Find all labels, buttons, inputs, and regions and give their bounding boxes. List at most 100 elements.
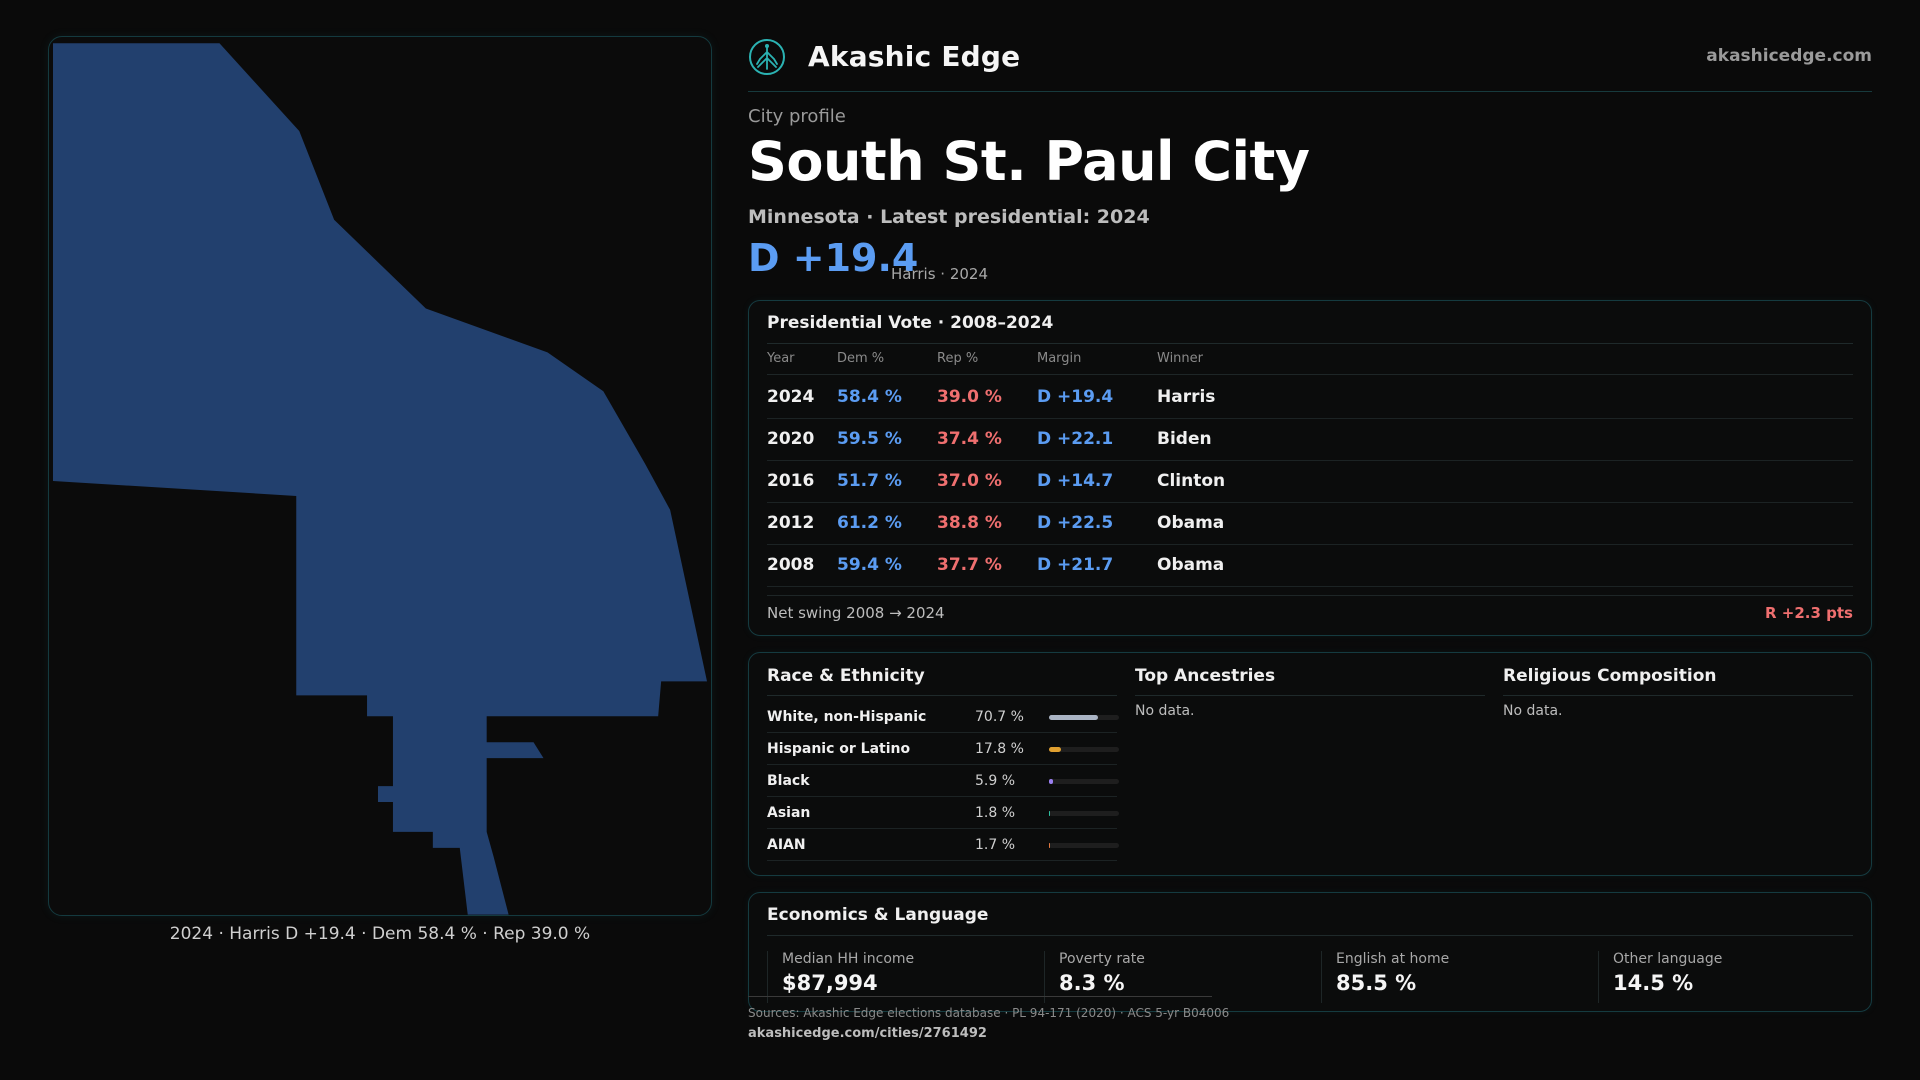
section-title: Top Ancestries <box>1135 666 1276 686</box>
cell-rep: 37.4 % <box>937 429 1002 449</box>
divider <box>767 935 1853 936</box>
city-boundary-map <box>52 43 708 915</box>
cell-rep: 38.8 % <box>937 513 1002 533</box>
page-subtitle: Minnesota · Latest presidential: 2024 <box>748 206 1150 228</box>
permalink[interactable]: akashicedge.com/cities/2761492 <box>748 1026 987 1041</box>
cell-winner: Clinton <box>1157 471 1226 491</box>
cell-winner: Obama <box>1157 513 1225 533</box>
divider <box>1135 695 1485 696</box>
stat-value: 85.5 % <box>1336 971 1417 995</box>
column-header-margin: Margin <box>1037 351 1082 366</box>
stat-label: English at home <box>1336 951 1450 967</box>
race-row: Hispanic or Latino 17.8 % <box>767 733 1119 765</box>
brand-name[interactable]: Akashic Edge <box>808 40 1021 73</box>
race-bar-track <box>1049 747 1119 752</box>
cell-winner: Harris <box>1157 387 1216 407</box>
race-name: Black <box>767 773 810 789</box>
table-row: 2008 59.4 % 37.7 % D +21.7 Obama <box>767 545 1853 587</box>
demographics-card: Race & Ethnicity White, non-Hispanic 70.… <box>748 652 1872 876</box>
cell-year: 2008 <box>767 555 815 575</box>
stat-median-income: Median HH income $87,994 <box>767 951 1027 1003</box>
column-header-year: Year <box>767 351 795 366</box>
race-bar-track <box>1049 779 1119 784</box>
stat-label: Median HH income <box>782 951 915 967</box>
cell-year: 2020 <box>767 429 815 449</box>
stat-label: Other language <box>1613 951 1723 967</box>
net-swing-value: R +2.3 pts <box>1765 604 1853 622</box>
race-percent: 70.7 % <box>975 709 1024 725</box>
race-name: White, non-Hispanic <box>767 709 927 725</box>
cell-winner: Biden <box>1157 429 1212 449</box>
column-header-dem: Dem % <box>837 351 885 366</box>
economics-language-card: Economics & Language Median HH income $8… <box>748 892 1872 1012</box>
cell-dem: 58.4 % <box>837 387 902 407</box>
race-row: Asian 1.8 % <box>767 797 1119 829</box>
page-eyebrow: City profile <box>748 106 846 127</box>
column-header-winner: Winner <box>1157 351 1204 366</box>
section-title: Race & Ethnicity <box>767 666 925 686</box>
race-row: Black 5.9 % <box>767 765 1119 797</box>
cell-dem: 59.5 % <box>837 429 902 449</box>
stat-label: Poverty rate <box>1059 951 1145 967</box>
table-row: 2024 58.4 % 39.0 % D +19.4 Harris <box>767 377 1853 419</box>
cell-margin: D +22.1 <box>1037 429 1114 449</box>
race-bar-fill <box>1049 747 1062 752</box>
cell-year: 2024 <box>767 387 815 407</box>
no-data-text: No data. <box>1135 703 1195 719</box>
divider <box>748 996 1212 997</box>
top-ancestries-section: Top Ancestries No data. <box>1135 653 1485 877</box>
race-bar-fill <box>1049 779 1054 784</box>
headline-margin-note: Harris · 2024 <box>891 265 989 283</box>
divider <box>767 343 1853 344</box>
vote-table-header: Year Dem % Rep % Margin Winner <box>767 351 1853 375</box>
race-bar-fill <box>1049 843 1051 848</box>
table-row: 2020 59.5 % 37.4 % D +22.1 Biden <box>767 419 1853 461</box>
cell-dem: 59.4 % <box>837 555 902 575</box>
stat-poverty-rate: Poverty rate 8.3 % <box>1044 951 1304 1003</box>
divider <box>767 695 1117 696</box>
site-header: Akashic Edge akashicedge.com <box>748 36 1872 92</box>
cell-rep: 37.0 % <box>937 471 1002 491</box>
cell-year: 2016 <box>767 471 815 491</box>
tree-logo-icon[interactable] <box>748 38 786 76</box>
cell-dem: 51.7 % <box>837 471 902 491</box>
race-bar-track <box>1049 715 1119 720</box>
race-row: White, non-Hispanic 70.7 % <box>767 701 1119 733</box>
race-ethnicity-section: Race & Ethnicity White, non-Hispanic 70.… <box>767 653 1119 877</box>
race-name: Hispanic or Latino <box>767 741 911 757</box>
presidential-vote-card: Presidential Vote · 2008–2024 Year Dem %… <box>748 300 1872 636</box>
cell-margin: D +19.4 <box>1037 387 1114 407</box>
card-title: Economics & Language <box>767 905 989 925</box>
race-percent: 1.8 % <box>975 805 1016 821</box>
race-bar-track <box>1049 843 1119 848</box>
divider <box>1503 695 1853 696</box>
race-percent: 5.9 % <box>975 773 1016 789</box>
city-map[interactable] <box>48 36 712 916</box>
cell-year: 2012 <box>767 513 815 533</box>
card-title: Presidential Vote · 2008–2024 <box>767 313 1054 333</box>
headline-margin: D +19.4 <box>748 236 919 280</box>
cell-margin: D +21.7 <box>1037 555 1114 575</box>
stat-other-language: Other language 14.5 % <box>1598 951 1858 1003</box>
page-title: South St. Paul City <box>748 130 1310 193</box>
race-name: AIAN <box>767 837 806 853</box>
city-boundary-shape <box>52 43 708 915</box>
cell-rep: 39.0 % <box>937 387 1002 407</box>
cell-dem: 61.2 % <box>837 513 902 533</box>
stat-value: 8.3 % <box>1059 971 1125 995</box>
table-row: 2016 51.7 % 37.0 % D +14.7 Clinton <box>767 461 1853 503</box>
map-caption: 2024 · Harris D +19.4 · Dem 58.4 % · Rep… <box>169 924 591 944</box>
table-row: 2012 61.2 % 38.8 % D +22.5 Obama <box>767 503 1853 545</box>
race-percent: 1.7 % <box>975 837 1016 853</box>
cell-winner: Obama <box>1157 555 1225 575</box>
stat-value: 14.5 % <box>1613 971 1694 995</box>
no-data-text: No data. <box>1503 703 1563 719</box>
net-swing-row: Net swing 2008 → 2024 R +2.3 pts <box>767 595 1853 622</box>
cell-margin: D +22.5 <box>1037 513 1114 533</box>
race-bar-track <box>1049 811 1119 816</box>
cell-rep: 37.7 % <box>937 555 1002 575</box>
stat-english-at-home: English at home 85.5 % <box>1321 951 1581 1003</box>
race-bar-fill <box>1049 715 1099 720</box>
religious-composition-section: Religious Composition No data. <box>1503 653 1853 877</box>
brand-url-link[interactable]: akashicedge.com <box>1706 46 1872 66</box>
